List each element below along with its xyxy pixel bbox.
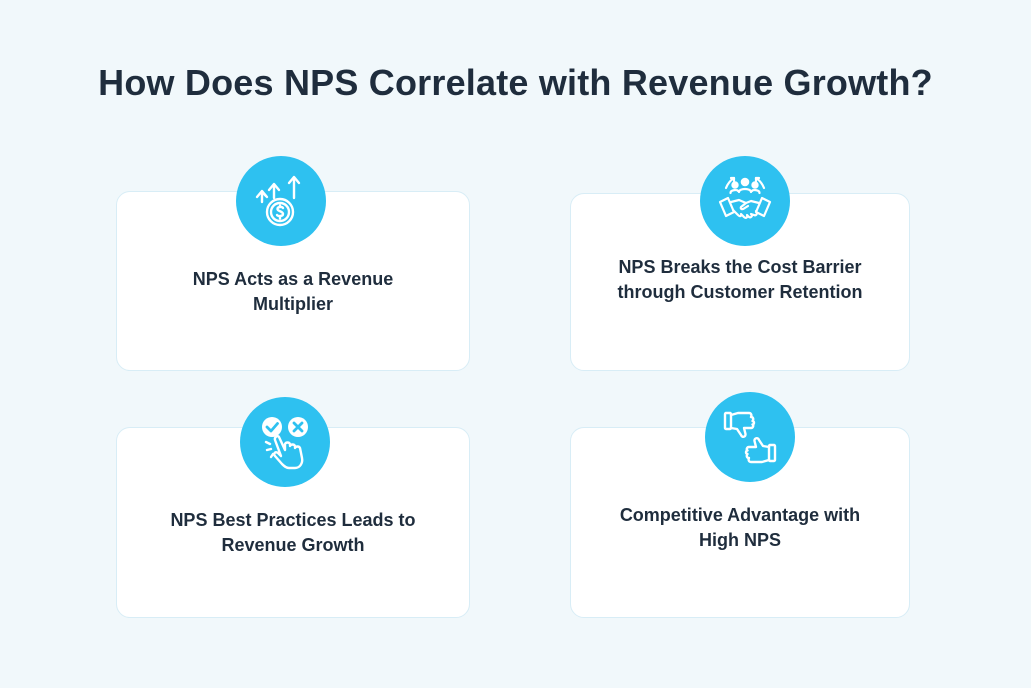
card-label: NPS Breaks the Cost Barrier through Cust… — [617, 257, 863, 302]
check-cross-choice-icon — [240, 397, 330, 487]
revenue-growth-icon — [236, 156, 326, 246]
card-label: NPS Best Practices Leads to Revenue Grow… — [170, 510, 416, 555]
page-title: How Does NPS Correlate with Revenue Grow… — [98, 62, 933, 103]
card-label: NPS Acts as a Revenue Multiplier — [192, 269, 394, 314]
card-label: Competitive Advantage with High NPS — [619, 505, 861, 550]
card-best-practices: NPS Best Practices Leads to Revenue Grow… — [116, 427, 470, 618]
thumbs-down-up-icon — [705, 392, 795, 482]
handshake-team-icon — [700, 156, 790, 246]
